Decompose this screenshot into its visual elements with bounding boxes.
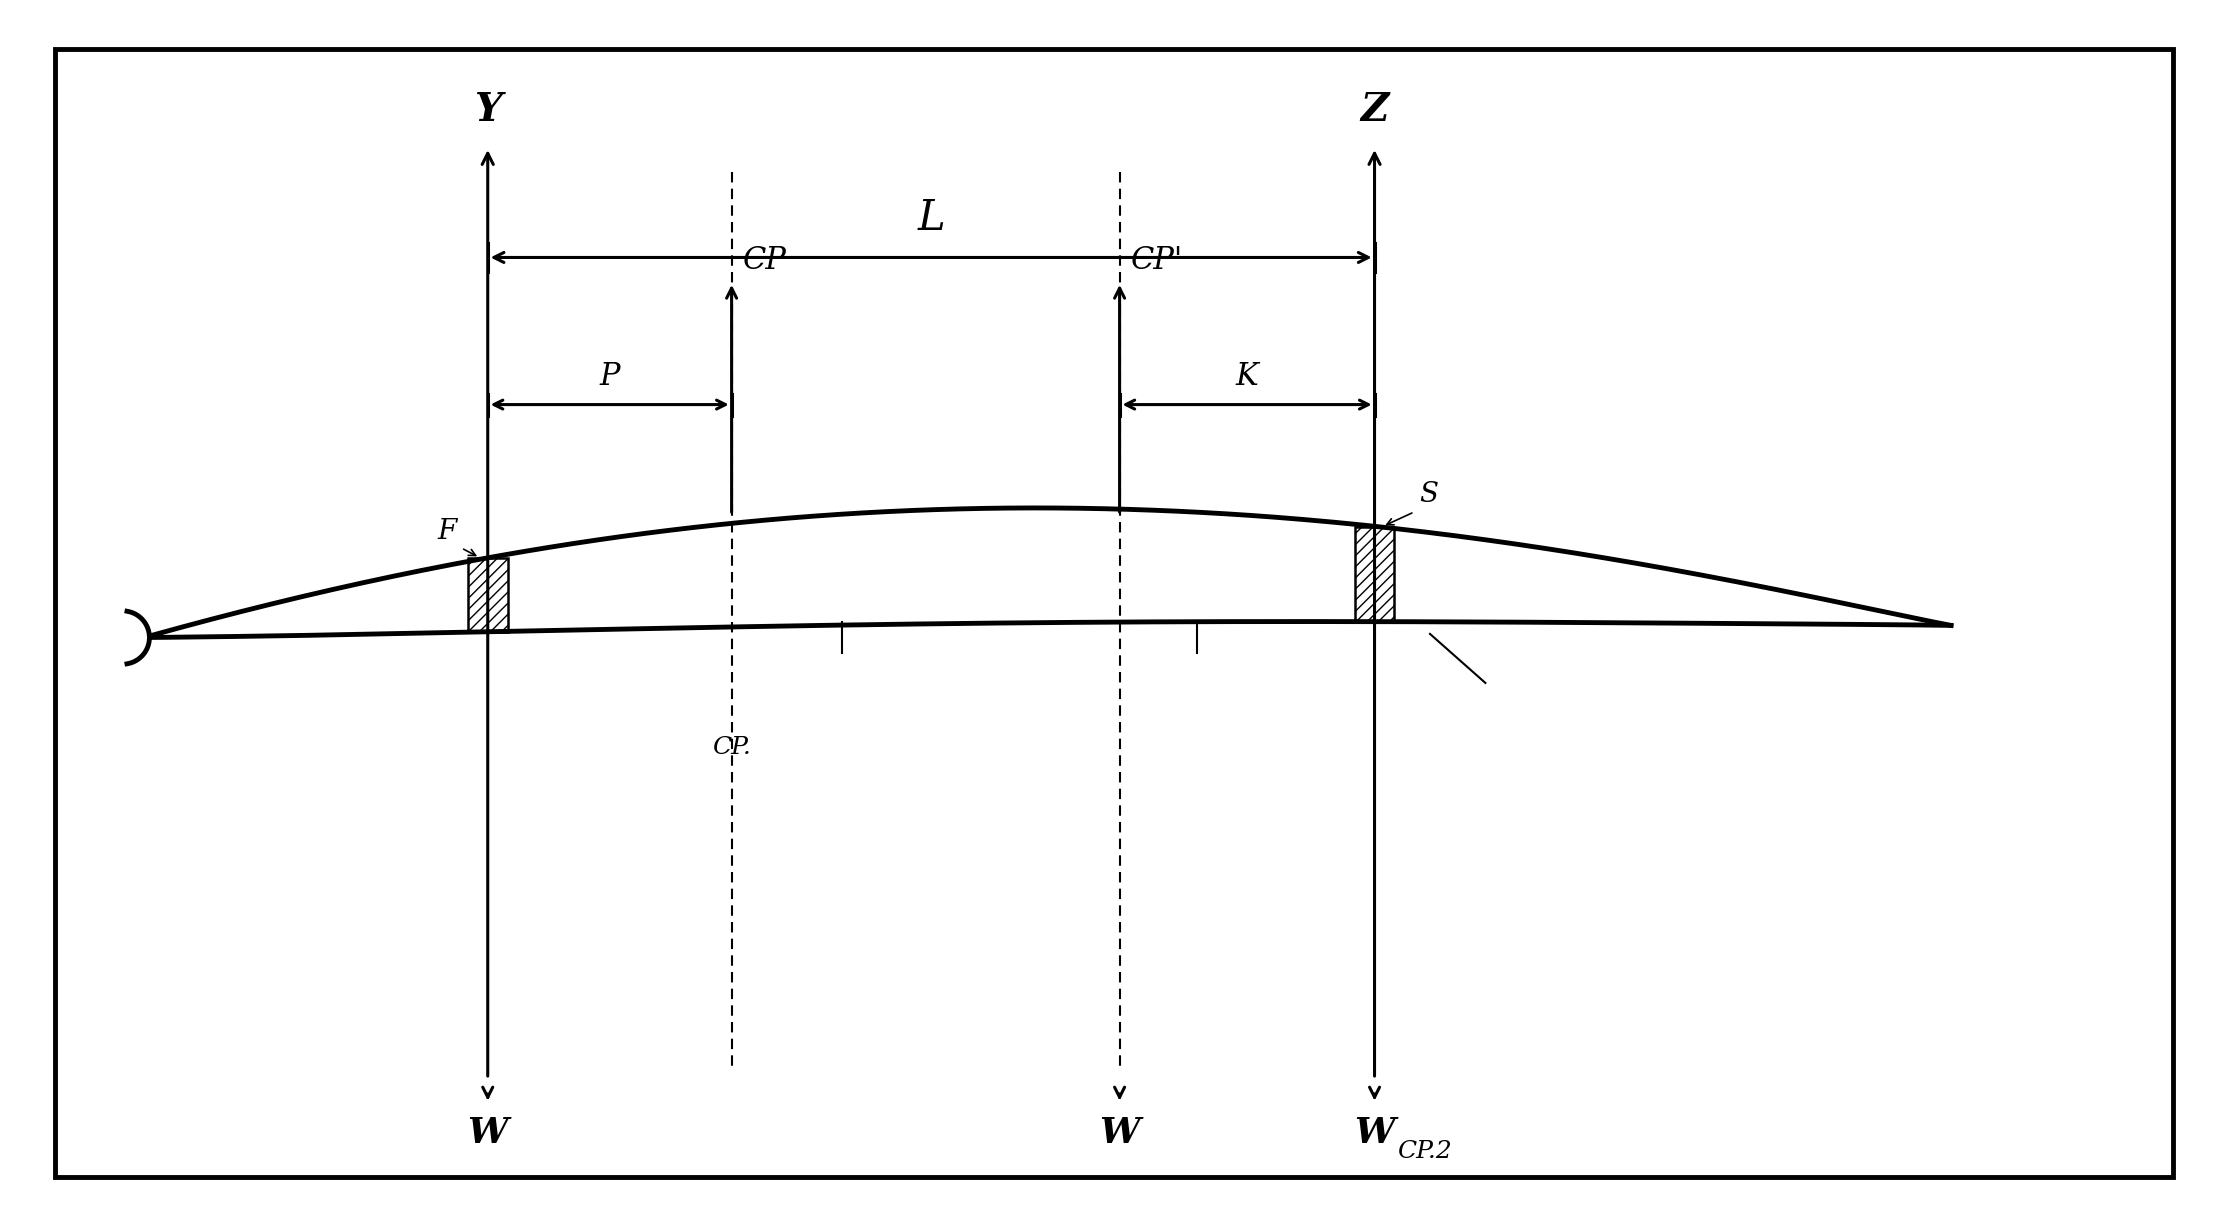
Text: F: F — [437, 519, 457, 546]
Text: Y: Y — [474, 91, 501, 129]
Text: CP.: CP. — [712, 736, 752, 759]
Bar — [468, 558, 508, 631]
Text: S: S — [1419, 481, 1439, 508]
Text: CP.2: CP.2 — [1397, 1140, 1452, 1163]
Text: W: W — [468, 1116, 508, 1150]
Text: W: W — [1355, 1116, 1394, 1150]
Text: CP: CP — [743, 245, 787, 276]
Text: Z: Z — [1361, 91, 1388, 129]
Text: L: L — [918, 197, 944, 239]
Text: W: W — [1100, 1116, 1140, 1150]
Bar — [1355, 526, 1394, 622]
Text: CP': CP' — [1131, 245, 1184, 276]
Text: P: P — [599, 362, 621, 392]
Text: K: K — [1235, 362, 1259, 392]
